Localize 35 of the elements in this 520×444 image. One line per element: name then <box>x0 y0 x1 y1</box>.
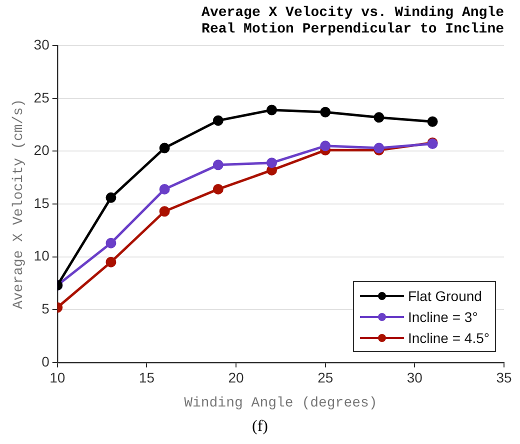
point <box>159 206 170 217</box>
y-tick-label: 30 <box>34 36 50 52</box>
point <box>106 238 116 248</box>
x-axis-title: Winding Angle (degrees) <box>184 395 378 412</box>
point <box>320 140 331 152</box>
y-tick-label: 10 <box>34 248 50 264</box>
y-axis-title: Average X Velocity (cm/s) <box>11 98 28 310</box>
point <box>374 112 384 123</box>
x-tick-label: 20 <box>228 370 244 386</box>
point <box>320 106 331 118</box>
text: Real Motion Perpendicular to Incline <box>202 22 504 38</box>
point <box>266 158 278 168</box>
y-tick-label: 20 <box>34 142 50 158</box>
point <box>106 192 116 203</box>
point <box>212 184 224 194</box>
y-tick-label: 0 <box>42 353 50 370</box>
y-tick-label: 15 <box>34 194 50 211</box>
x-tick-label: 35 <box>496 370 512 386</box>
point <box>266 104 278 116</box>
y-tick-label: 25 <box>34 89 50 106</box>
x-tick-label: 25 <box>318 370 334 386</box>
legend-label: Incline = 4.5° <box>408 330 490 346</box>
point <box>159 142 170 154</box>
x-tick-label: 30 <box>406 370 423 386</box>
point <box>106 256 116 268</box>
x-tick-label: 15 <box>138 370 155 386</box>
y-tick-label: 5 <box>42 300 50 316</box>
point <box>212 160 224 170</box>
text: (f) <box>251 418 269 436</box>
legend-label: Incline = 3° <box>408 308 478 325</box>
point <box>212 115 224 126</box>
point <box>427 116 438 127</box>
text: Average X Velocity vs. Winding Angle <box>202 4 504 21</box>
legend-label: Flat Ground <box>408 288 482 304</box>
point <box>159 184 170 194</box>
